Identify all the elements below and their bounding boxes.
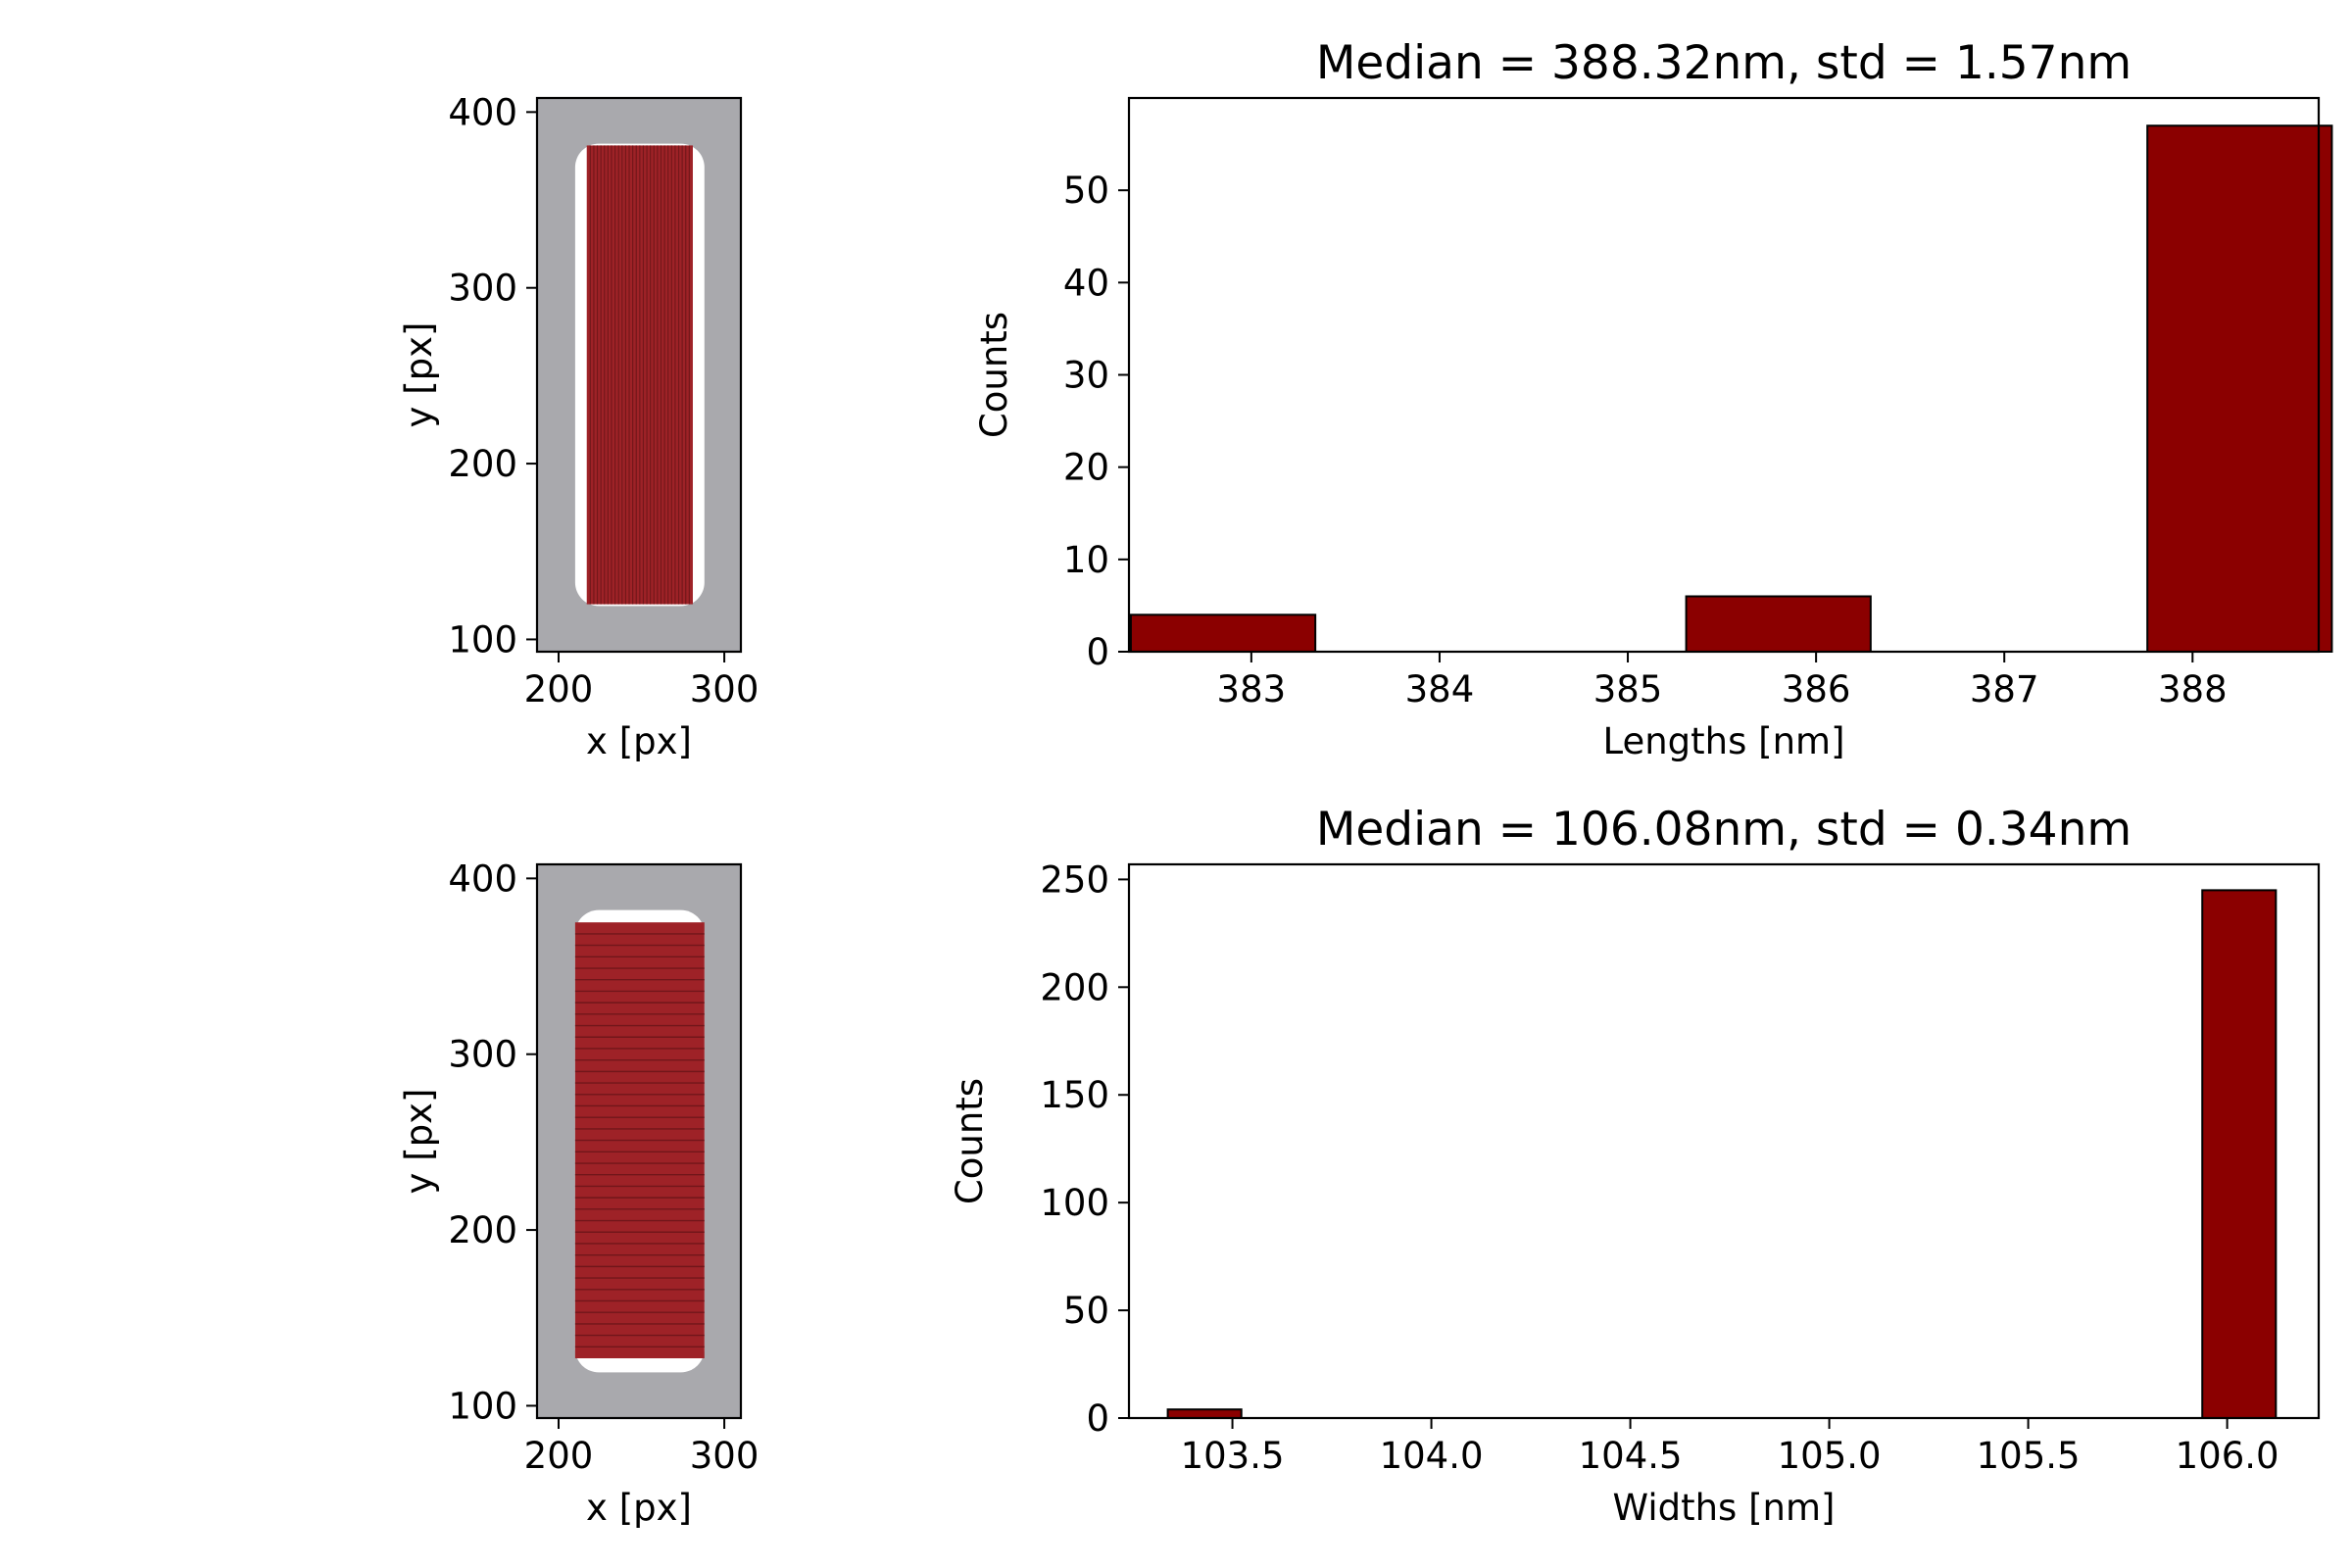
plot-area [1129, 98, 2319, 652]
y-tick-label: 150 [1040, 1074, 1109, 1116]
x-tick-label: 300 [690, 668, 760, 710]
y-tick-label: 200 [448, 443, 517, 485]
x-axis-label: x [px] [586, 1487, 692, 1529]
y-tick-label: 400 [448, 858, 517, 900]
y-tick-label: 10 [1063, 539, 1109, 581]
histogram-bar [2146, 124, 2333, 653]
x-tick-label: 383 [1217, 668, 1287, 710]
chart-title: Median = 106.08nm, std = 0.34nm [1316, 803, 2132, 857]
histogram-bar [2201, 889, 2278, 1419]
y-tick-label: 100 [448, 1385, 517, 1427]
y-tick-label: 100 [1040, 1182, 1109, 1224]
x-tick-label: 104.5 [1579, 1435, 1683, 1477]
chart-title: Median = 388.32nm, std = 1.57nm [1316, 36, 2132, 90]
y-tick-label: 0 [1086, 631, 1109, 673]
y-tick-label: 20 [1063, 447, 1109, 489]
y-tick-label: 100 [448, 618, 517, 661]
x-tick-label: 384 [1405, 668, 1475, 710]
x-tick-label: 105.0 [1778, 1435, 1882, 1477]
y-tick-label: 200 [1040, 966, 1109, 1008]
x-tick-label: 200 [524, 668, 594, 710]
y-tick-label: 200 [448, 1209, 517, 1251]
y-axis-label: y [px] [398, 1089, 440, 1195]
histogram-panel-1: 383 384 385 386 387 388 0 10 20 30 40 50 Lengths [nm… [973, 36, 2333, 762]
y-tick-label: 50 [1063, 1290, 1109, 1332]
x-tick-label: 103.5 [1181, 1435, 1285, 1477]
x-tick-label: 300 [690, 1435, 760, 1477]
x-tick-label: 200 [524, 1435, 594, 1477]
x-tick-label: 386 [1782, 668, 1851, 710]
histogram-panel-3: 103.5 104.0 104.5 105.0 105.5 106.0 0 50 100 150 2… [949, 803, 2321, 1529]
axes-frame [535, 862, 743, 1420]
x-tick-label: 388 [2158, 668, 2228, 710]
x-tick-label: 106.0 [2176, 1435, 2279, 1477]
y-tick-label: 30 [1063, 355, 1109, 397]
x-tick-label: 387 [1970, 668, 2039, 710]
x-tick-label: 104.0 [1380, 1435, 1484, 1477]
y-axis-label: y [px] [398, 322, 440, 428]
y-tick-label: 40 [1063, 262, 1109, 304]
x-tick-label: 105.5 [1977, 1435, 2081, 1477]
histogram-bar [1129, 613, 1317, 653]
y-tick-label: 50 [1063, 170, 1109, 212]
histogram-bar [1685, 595, 1872, 653]
y-tick-label: 300 [448, 268, 517, 310]
axes-frame [535, 96, 743, 654]
y-tick-label: 250 [1040, 858, 1109, 901]
histogram-bar [1166, 1408, 1243, 1419]
x-axis-label: Widths [nm] [1613, 1487, 1836, 1529]
x-axis-label: x [px] [586, 720, 692, 762]
y-tick-label: 400 [448, 91, 517, 133]
y-tick-label: 300 [448, 1034, 517, 1076]
x-axis-label: Lengths [nm] [1602, 720, 1844, 762]
plot-area [1129, 864, 2319, 1418]
axes-frame [1127, 862, 2321, 1420]
y-axis-label: Counts [949, 1078, 991, 1204]
y-axis-label: Counts [973, 312, 1015, 438]
x-tick-label: 385 [1593, 668, 1663, 710]
y-tick-label: 0 [1086, 1397, 1109, 1440]
